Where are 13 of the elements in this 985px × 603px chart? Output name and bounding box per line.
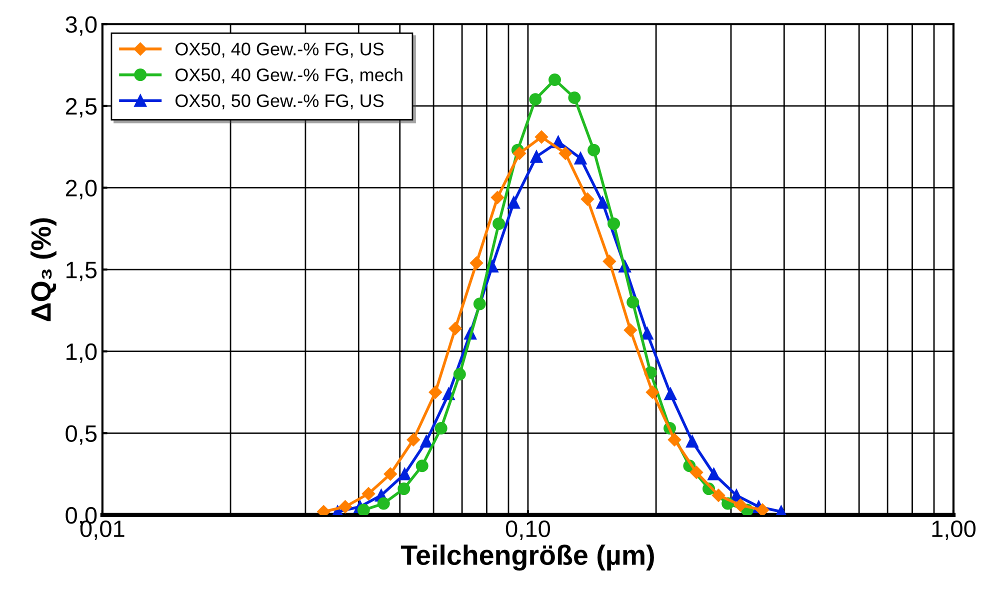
y-tick-label: 3,0 <box>66 16 97 36</box>
y-tick-label: 2,5 <box>66 98 97 118</box>
legend-label: OX50, 40 Gew.-% FG, mech <box>176 68 402 84</box>
y-tick-label: 1,0 <box>66 343 97 363</box>
legend-label: OX50, 40 Gew.-% FG, US <box>176 42 384 58</box>
x-tick-label: 0,10 <box>506 520 550 540</box>
y-axis-title: ΔQ₃ (%) <box>30 218 56 322</box>
y-tick-label: 2,0 <box>66 180 97 200</box>
x-tick-label: 1,00 <box>932 520 976 540</box>
legend-label: OX50, 50 Gew.-% FG, US <box>176 94 384 110</box>
y-tick-label: 1,5 <box>66 262 97 282</box>
y-tick-label: 0,5 <box>66 425 97 445</box>
x-axis-title: Teilchengröße (µm) <box>400 544 654 571</box>
